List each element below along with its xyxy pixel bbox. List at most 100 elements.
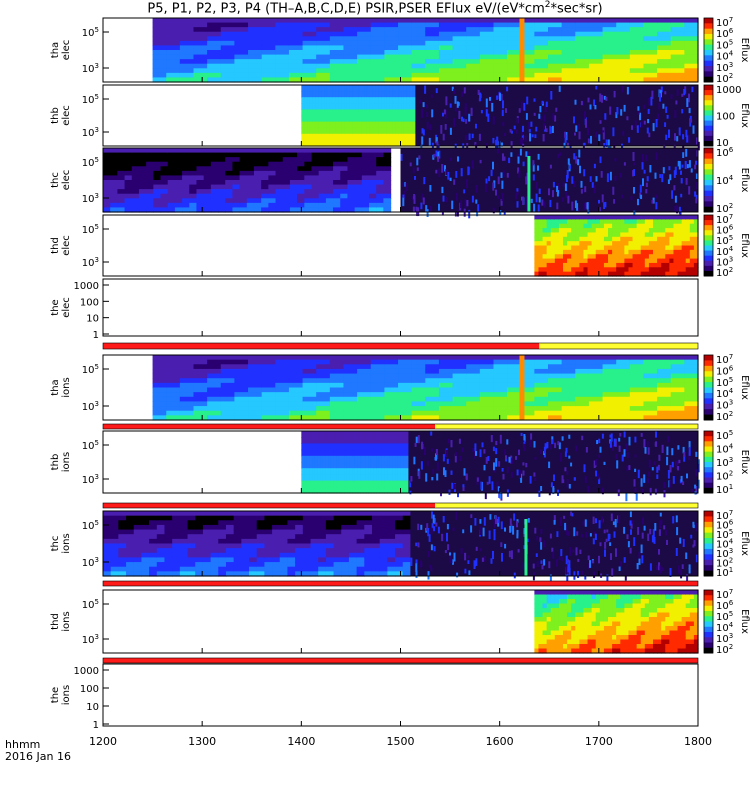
- noise-cell: [557, 190, 560, 194]
- spectrogram-cell: [149, 529, 158, 535]
- noise-cell: [519, 470, 522, 478]
- spectrogram-cell: [261, 18, 276, 24]
- noise-cell: [483, 556, 486, 562]
- spectrogram-cell: [657, 63, 672, 69]
- spectrogram-cell: [309, 431, 313, 438]
- spectrogram-cell: [261, 184, 269, 190]
- spectrogram-cell: [411, 31, 426, 37]
- spectrogram-cell: [409, 115, 414, 123]
- spike-mark: [527, 156, 531, 212]
- spectrogram-cell: [684, 368, 699, 375]
- spectrogram-cell: [402, 552, 412, 559]
- spectrogram-cell: [166, 45, 181, 51]
- spectrogram-cell: [341, 462, 345, 469]
- noise-cell: [682, 446, 685, 454]
- noise-cell: [432, 514, 435, 524]
- spectrogram-cell: [149, 557, 158, 563]
- noise-cell: [431, 523, 434, 529]
- spectrogram-cell: [538, 245, 544, 251]
- noise-cell: [578, 123, 581, 130]
- spectrogram-cell: [357, 359, 372, 365]
- spectrogram-cell: [196, 166, 205, 172]
- colorbar-frame: [703, 147, 714, 213]
- spectrogram-cell: [575, 40, 590, 47]
- spectrogram-cell: [166, 68, 181, 74]
- spectrogram-cell: [193, 18, 208, 24]
- spectrogram-cell: [558, 594, 564, 600]
- spectrogram-cell: [318, 193, 327, 199]
- spectrogram-cell: [124, 157, 133, 163]
- spectrogram-cell: [657, 232, 662, 238]
- spectrogram-cell: [466, 406, 481, 412]
- spectrogram-cell: [643, 373, 658, 379]
- spectrogram-cell: [616, 18, 631, 24]
- noise-cell: [619, 433, 622, 437]
- spectrogram-cell: [361, 170, 370, 177]
- spectrogram-cell: [583, 258, 589, 264]
- colorbar-swatch: [704, 255, 713, 262]
- spectrogram-cell: [261, 77, 276, 83]
- spectrogram-cell: [234, 31, 249, 37]
- spectrogram-cell: [344, 437, 348, 444]
- spectrogram-cell: [370, 387, 385, 393]
- spectrogram-cell: [166, 77, 181, 83]
- y-tick-label: 103: [82, 126, 99, 139]
- spectrogram-cell: [338, 109, 342, 117]
- spectrogram-cell: [195, 529, 204, 535]
- noise-cell: [506, 467, 509, 474]
- spectrogram-cell: [372, 97, 377, 104]
- spectrogram-cell: [149, 562, 158, 568]
- spectrogram-cell: [302, 359, 317, 365]
- spectrogram-cell: [387, 468, 391, 475]
- spectrogram-cell: [239, 180, 248, 186]
- spectrogram-cell: [316, 392, 331, 398]
- spectrogram-cell: [264, 515, 273, 521]
- spectrogram-cell: [375, 97, 379, 104]
- noise-cell: [641, 555, 644, 564]
- noise-cell: [536, 535, 539, 541]
- noise-cell: [585, 202, 588, 209]
- spectrogram-cell: [218, 175, 226, 181]
- spectrogram-cell: [370, 406, 385, 412]
- spectrogram-cell: [364, 133, 368, 141]
- spectrogram-cell: [261, 148, 269, 154]
- noise-cell: [568, 484, 571, 489]
- spectrogram-cell: [603, 223, 609, 229]
- noise-cell: [618, 445, 621, 452]
- spectrogram-cell: [316, 36, 331, 42]
- spectrogram-cell: [316, 63, 331, 69]
- spectrogram-cell: [520, 406, 535, 412]
- spectrogram-cell: [275, 77, 290, 83]
- noise-cell: [490, 558, 493, 564]
- spectrogram-cell: [318, 109, 322, 117]
- spectrogram-cell: [384, 72, 399, 79]
- spectrogram-cell: [282, 202, 291, 209]
- spectrogram-cell: [309, 115, 314, 123]
- noise-cell: [580, 180, 583, 188]
- noise-cell: [549, 199, 552, 208]
- spectrogram-cell: [561, 396, 576, 403]
- spectrogram-cell: [233, 529, 242, 535]
- spectrogram-cell: [172, 543, 181, 549]
- spectrogram-cell: [329, 415, 345, 421]
- spectrogram-cell: [673, 258, 679, 264]
- colorbar-tick-label: 102: [716, 410, 733, 423]
- spectrogram-cell: [657, 245, 662, 251]
- spectrogram-cell: [546, 262, 552, 268]
- spectrogram-cell: [239, 157, 248, 163]
- spectrogram-cell: [179, 22, 195, 28]
- colorbar-swatch: [704, 414, 713, 421]
- colorbar-swatch: [704, 201, 713, 208]
- spectrogram-cell: [550, 228, 556, 234]
- noise-cell: [500, 542, 503, 548]
- spectrogram-cell: [289, 157, 298, 163]
- spectrogram-cell: [534, 373, 549, 379]
- spectrogram-cell: [124, 202, 133, 209]
- spectrogram-cell: [384, 443, 388, 451]
- spectrogram-cell: [360, 486, 364, 494]
- spectrogram-cell: [689, 258, 695, 264]
- noise-cell: [415, 542, 418, 547]
- spectrogram-cell: [587, 258, 593, 264]
- spectrogram-cell: [395, 91, 399, 98]
- spectrogram-cell: [207, 359, 222, 365]
